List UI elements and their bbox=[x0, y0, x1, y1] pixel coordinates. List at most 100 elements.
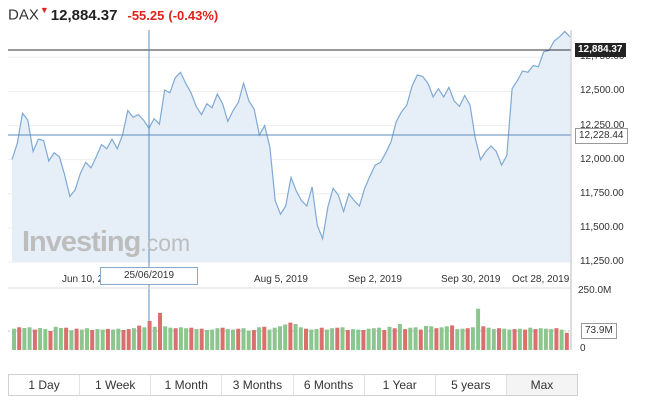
crosshair-price-tag: 12,228.44 bbox=[575, 128, 628, 144]
volume-bar bbox=[158, 312, 162, 350]
volume-bar bbox=[142, 327, 147, 350]
volume-current-tag: 73.9M bbox=[581, 323, 617, 339]
volume-bar bbox=[137, 325, 142, 350]
volume-bar bbox=[507, 329, 512, 350]
volume-zero-label: 0 bbox=[580, 343, 586, 354]
volume-bar bbox=[418, 329, 423, 350]
volume-bar bbox=[382, 330, 387, 350]
volume-bar bbox=[173, 328, 178, 350]
volume-bar bbox=[491, 329, 496, 350]
crosshair-date-tag: 25/06/2019 bbox=[100, 267, 198, 285]
volume-bar bbox=[210, 329, 215, 350]
symbol-label: DAX bbox=[8, 6, 39, 24]
date-tick-label: Jun 10, 2019 bbox=[62, 274, 120, 285]
timeframe-3-months[interactable]: 3 Months bbox=[222, 375, 294, 395]
volume-bar bbox=[413, 327, 418, 350]
volume-bar bbox=[241, 328, 246, 350]
volume-bar bbox=[554, 328, 559, 350]
volume-bar bbox=[444, 326, 449, 350]
down-arrow-icon: ▼ bbox=[39, 5, 49, 16]
volume-bar bbox=[345, 330, 350, 350]
timeframe-1-week[interactable]: 1 Week bbox=[80, 375, 152, 395]
date-tick-label: Oct 28, 2019 bbox=[512, 274, 570, 285]
volume-bar bbox=[392, 328, 397, 350]
volume-bar bbox=[215, 328, 220, 350]
volume-bar bbox=[371, 328, 376, 350]
volume-bar bbox=[17, 327, 22, 350]
volume-bar bbox=[549, 329, 554, 350]
volume-bar bbox=[69, 330, 74, 350]
volume-bar bbox=[22, 328, 27, 350]
last-price: 12,884.37 bbox=[50, 6, 118, 24]
price-tick-label: 11,500.00 bbox=[580, 221, 624, 233]
volume-bar bbox=[231, 329, 235, 350]
timeframe-5-years[interactable]: 5 years bbox=[436, 375, 507, 395]
price-chart[interactable] bbox=[0, 0, 648, 372]
investing-watermark: Investing.com bbox=[22, 226, 191, 258]
price-tick-label: 12,500.00 bbox=[580, 85, 625, 97]
volume-bar bbox=[278, 326, 282, 350]
volume-bar bbox=[523, 329, 528, 350]
volume-bar bbox=[387, 326, 392, 350]
volume-bar bbox=[434, 328, 439, 350]
volume-bar bbox=[262, 326, 267, 350]
timeframe-1-day[interactable]: 1 Day bbox=[9, 375, 81, 395]
volume-bar bbox=[126, 329, 131, 350]
volume-bar bbox=[246, 330, 251, 350]
volume-bar bbox=[429, 326, 434, 350]
volume-bar bbox=[465, 328, 470, 350]
timeframe-max[interactable]: Max bbox=[506, 375, 577, 395]
timeframe-selector: 1 Day 1 Week 1 Month 3 Months 6 Months 1… bbox=[8, 374, 578, 396]
volume-bar bbox=[220, 327, 225, 350]
volume-bar bbox=[251, 330, 256, 350]
price-tick-label: 11,250.00 bbox=[580, 256, 624, 267]
volume-bar bbox=[199, 328, 204, 350]
volume-bar bbox=[486, 327, 491, 350]
volume-bar bbox=[361, 330, 366, 350]
volume-bar bbox=[439, 327, 444, 350]
volume-bar bbox=[257, 327, 262, 350]
volume-bar bbox=[481, 326, 486, 350]
volume-bar bbox=[502, 328, 507, 350]
volume-bar bbox=[131, 328, 136, 350]
volume-bar bbox=[189, 327, 194, 350]
volume-bar bbox=[272, 327, 277, 350]
volume-bar bbox=[184, 328, 189, 350]
volume-bar bbox=[116, 328, 121, 350]
price-change-percent: (-0.43%) bbox=[168, 7, 219, 23]
volume-bar bbox=[100, 329, 105, 350]
date-tick-label: Sep 2, 2019 bbox=[348, 274, 402, 285]
volume-bar bbox=[53, 326, 58, 350]
volume-bar bbox=[533, 329, 538, 350]
volume-bar bbox=[121, 330, 126, 350]
price-tick-label: 12,250.00 bbox=[580, 119, 625, 131]
volume-bar bbox=[356, 329, 361, 350]
volume-bar bbox=[377, 327, 381, 350]
volume-bar bbox=[283, 324, 288, 350]
volume-bar bbox=[236, 328, 241, 350]
volume-bar bbox=[470, 327, 475, 350]
date-tick-label: Sep 30, 2019 bbox=[441, 274, 501, 285]
volume-bar bbox=[351, 329, 355, 350]
volume-bar bbox=[340, 327, 345, 350]
volume-bar bbox=[85, 328, 89, 350]
date-tick-label: Aug 5, 2019 bbox=[254, 274, 308, 285]
volume-bar bbox=[314, 329, 319, 350]
price-tick-label: 11,750.00 bbox=[580, 187, 624, 199]
volume-bar bbox=[460, 328, 465, 350]
volume-bar bbox=[288, 322, 293, 350]
current-price-tag: 12,884.37 bbox=[575, 43, 626, 57]
volume-bar bbox=[564, 332, 569, 350]
volume-bar bbox=[309, 329, 314, 350]
volume-bar bbox=[38, 328, 43, 350]
volume-bar bbox=[497, 328, 501, 350]
volume-bar bbox=[335, 327, 340, 350]
timeframe-1-year[interactable]: 1 Year bbox=[365, 375, 436, 395]
volume-bar bbox=[48, 331, 53, 350]
timeframe-6-months[interactable]: 6 Months bbox=[294, 375, 365, 395]
volume-bar bbox=[397, 324, 402, 350]
volume-bar bbox=[79, 329, 84, 350]
volume-bar bbox=[27, 327, 32, 350]
timeframe-1-month[interactable]: 1 Month bbox=[151, 375, 223, 395]
volume-bar bbox=[455, 329, 460, 350]
